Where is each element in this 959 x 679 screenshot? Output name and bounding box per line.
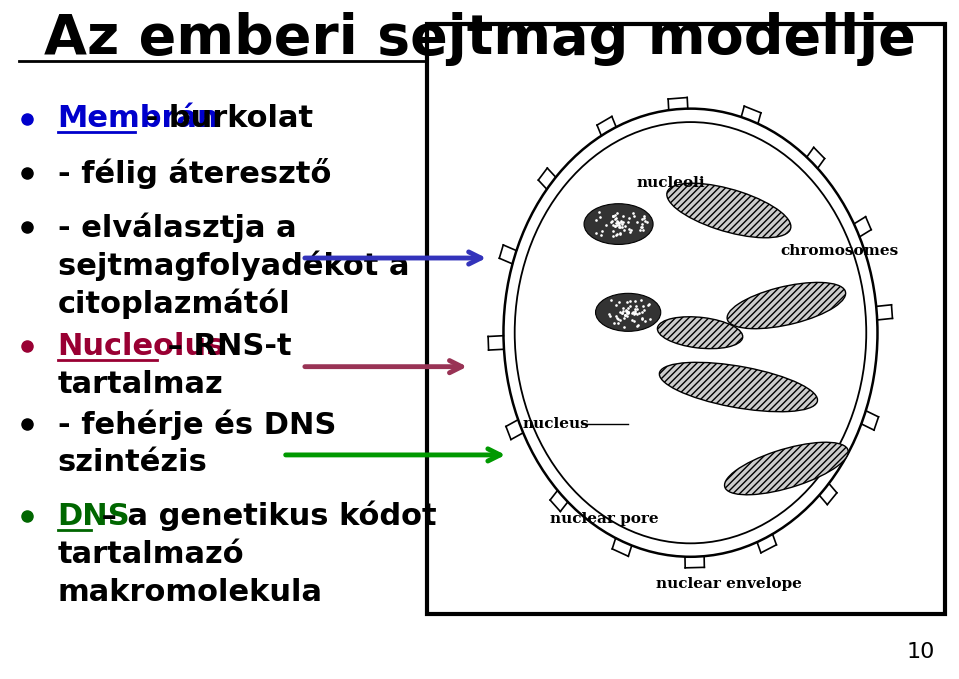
Bar <box>427 24 945 614</box>
Text: Nucleolus: Nucleolus <box>58 332 225 361</box>
Ellipse shape <box>658 317 742 348</box>
Text: szintézis: szintézis <box>58 448 207 477</box>
Text: DNS: DNS <box>58 502 130 530</box>
Text: nuclear envelope: nuclear envelope <box>656 577 802 591</box>
Ellipse shape <box>596 293 661 331</box>
Text: – RNS-t: – RNS-t <box>156 332 292 361</box>
Text: Membrán: Membrán <box>58 105 220 133</box>
Text: - elválasztja a: - elválasztja a <box>58 213 296 242</box>
Text: nucleus: nucleus <box>523 418 590 431</box>
Text: nuclear pore: nuclear pore <box>550 513 659 526</box>
Text: - burkolat: - burkolat <box>134 105 313 133</box>
Ellipse shape <box>584 204 653 244</box>
Text: makromolekula: makromolekula <box>58 578 322 607</box>
Ellipse shape <box>660 363 817 411</box>
Text: - fehérje és DNS: - fehérje és DNS <box>58 409 336 439</box>
Text: chromosomes: chromosomes <box>780 244 899 258</box>
Text: - félig áteresztő: - félig áteresztő <box>58 158 331 189</box>
Text: citoplazmától: citoplazmától <box>58 289 291 319</box>
Ellipse shape <box>667 183 791 238</box>
Text: nucleoli: nucleoli <box>637 177 706 190</box>
Text: tartalmazó: tartalmazó <box>58 540 245 569</box>
Ellipse shape <box>515 122 866 543</box>
Text: – a genetikus kódot: – a genetikus kódot <box>90 501 436 531</box>
Text: sejtmagfolyadékot a: sejtmagfolyadékot a <box>58 251 409 281</box>
Text: 10: 10 <box>906 642 935 662</box>
Text: Az emberi sejtmag modellje: Az emberi sejtmag modellje <box>43 12 916 67</box>
Ellipse shape <box>727 282 846 329</box>
Text: tartalmaz: tartalmaz <box>58 370 223 399</box>
Ellipse shape <box>725 442 848 495</box>
